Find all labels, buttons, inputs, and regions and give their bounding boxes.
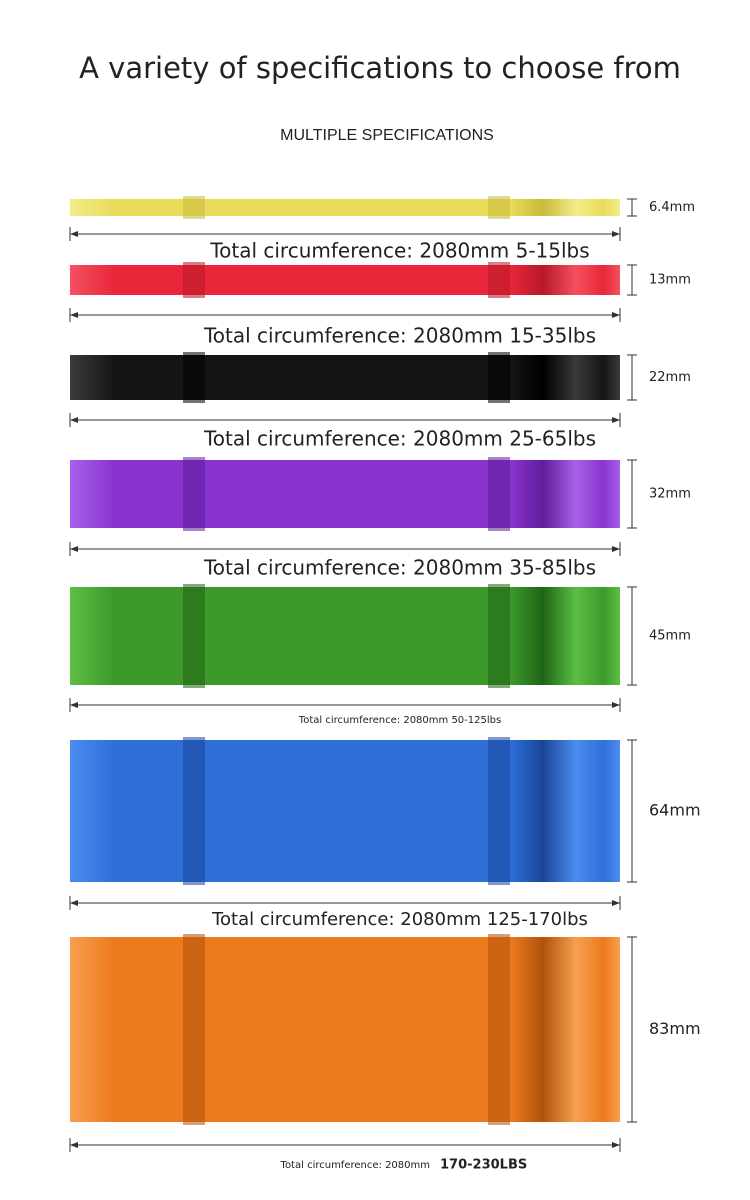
circumference-label: Total circumference: 2080mm 125-170lbs xyxy=(211,909,588,930)
width-label: 13mm xyxy=(649,273,691,288)
width-label: 45mm xyxy=(649,629,691,644)
band-clip xyxy=(488,262,510,298)
circumference-label: Total circumference: 2080mm 5-15lbs xyxy=(209,239,589,263)
subtitle: MULTIPLE SPECIFICATIONS xyxy=(280,127,494,144)
band-clip xyxy=(183,457,205,531)
width-label: 32mm xyxy=(649,487,691,502)
title: A variety of specifications to choose fr… xyxy=(79,51,681,85)
circumference-label: Total circumference: 2080mm 25-65lbs xyxy=(203,427,596,451)
band xyxy=(70,199,620,216)
band xyxy=(70,265,620,295)
width-label: 22mm xyxy=(649,370,691,385)
band xyxy=(70,460,620,528)
band-clip xyxy=(488,196,510,219)
width-label: 64mm xyxy=(649,801,701,820)
band-clip xyxy=(183,934,205,1125)
band-clip xyxy=(183,584,205,688)
resistance-label: 170-230LBS xyxy=(440,1158,527,1173)
band-clip xyxy=(488,934,510,1125)
band-clip xyxy=(488,584,510,688)
circumference-label: Total circumference: 2080mm 35-85lbs xyxy=(203,556,596,580)
band-clip xyxy=(183,262,205,298)
width-label: 6.4mm xyxy=(649,200,695,215)
circumference-label: Total circumference: 2080mm 50-125lbs xyxy=(298,715,501,726)
width-label: 83mm xyxy=(649,1019,701,1038)
circumference-label: Total circumference: 2080mm 15-35lbs xyxy=(203,324,596,348)
circumference-label: Total circumference: 2080mm xyxy=(280,1160,430,1171)
band-clip xyxy=(183,196,205,219)
band-clip xyxy=(183,737,205,885)
band xyxy=(70,587,620,685)
band-clip xyxy=(488,737,510,885)
band xyxy=(70,740,620,882)
band xyxy=(70,937,620,1122)
band-clip xyxy=(488,457,510,531)
band xyxy=(70,355,620,400)
band-clip xyxy=(488,352,510,403)
band-clip xyxy=(183,352,205,403)
